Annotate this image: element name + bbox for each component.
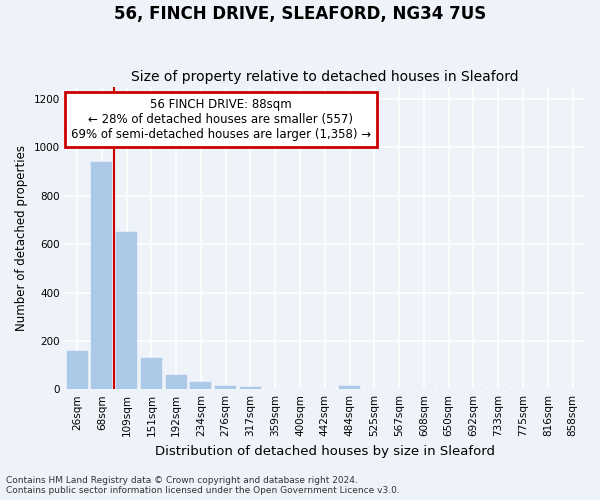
Bar [190, 382, 211, 389]
Bar [141, 358, 162, 389]
Bar [67, 350, 88, 389]
Title: Size of property relative to detached houses in Sleaford: Size of property relative to detached ho… [131, 70, 518, 85]
Text: Contains HM Land Registry data © Crown copyright and database right 2024.
Contai: Contains HM Land Registry data © Crown c… [6, 476, 400, 495]
Bar [166, 374, 187, 389]
Bar [215, 386, 236, 389]
Y-axis label: Number of detached properties: Number of detached properties [15, 145, 28, 331]
Text: 56, FINCH DRIVE, SLEAFORD, NG34 7US: 56, FINCH DRIVE, SLEAFORD, NG34 7US [114, 5, 486, 23]
Bar [91, 162, 112, 389]
Bar [116, 232, 137, 389]
Bar [339, 386, 360, 389]
Text: 56 FINCH DRIVE: 88sqm
← 28% of detached houses are smaller (557)
69% of semi-det: 56 FINCH DRIVE: 88sqm ← 28% of detached … [71, 98, 371, 140]
X-axis label: Distribution of detached houses by size in Sleaford: Distribution of detached houses by size … [155, 444, 495, 458]
Bar [240, 387, 261, 389]
